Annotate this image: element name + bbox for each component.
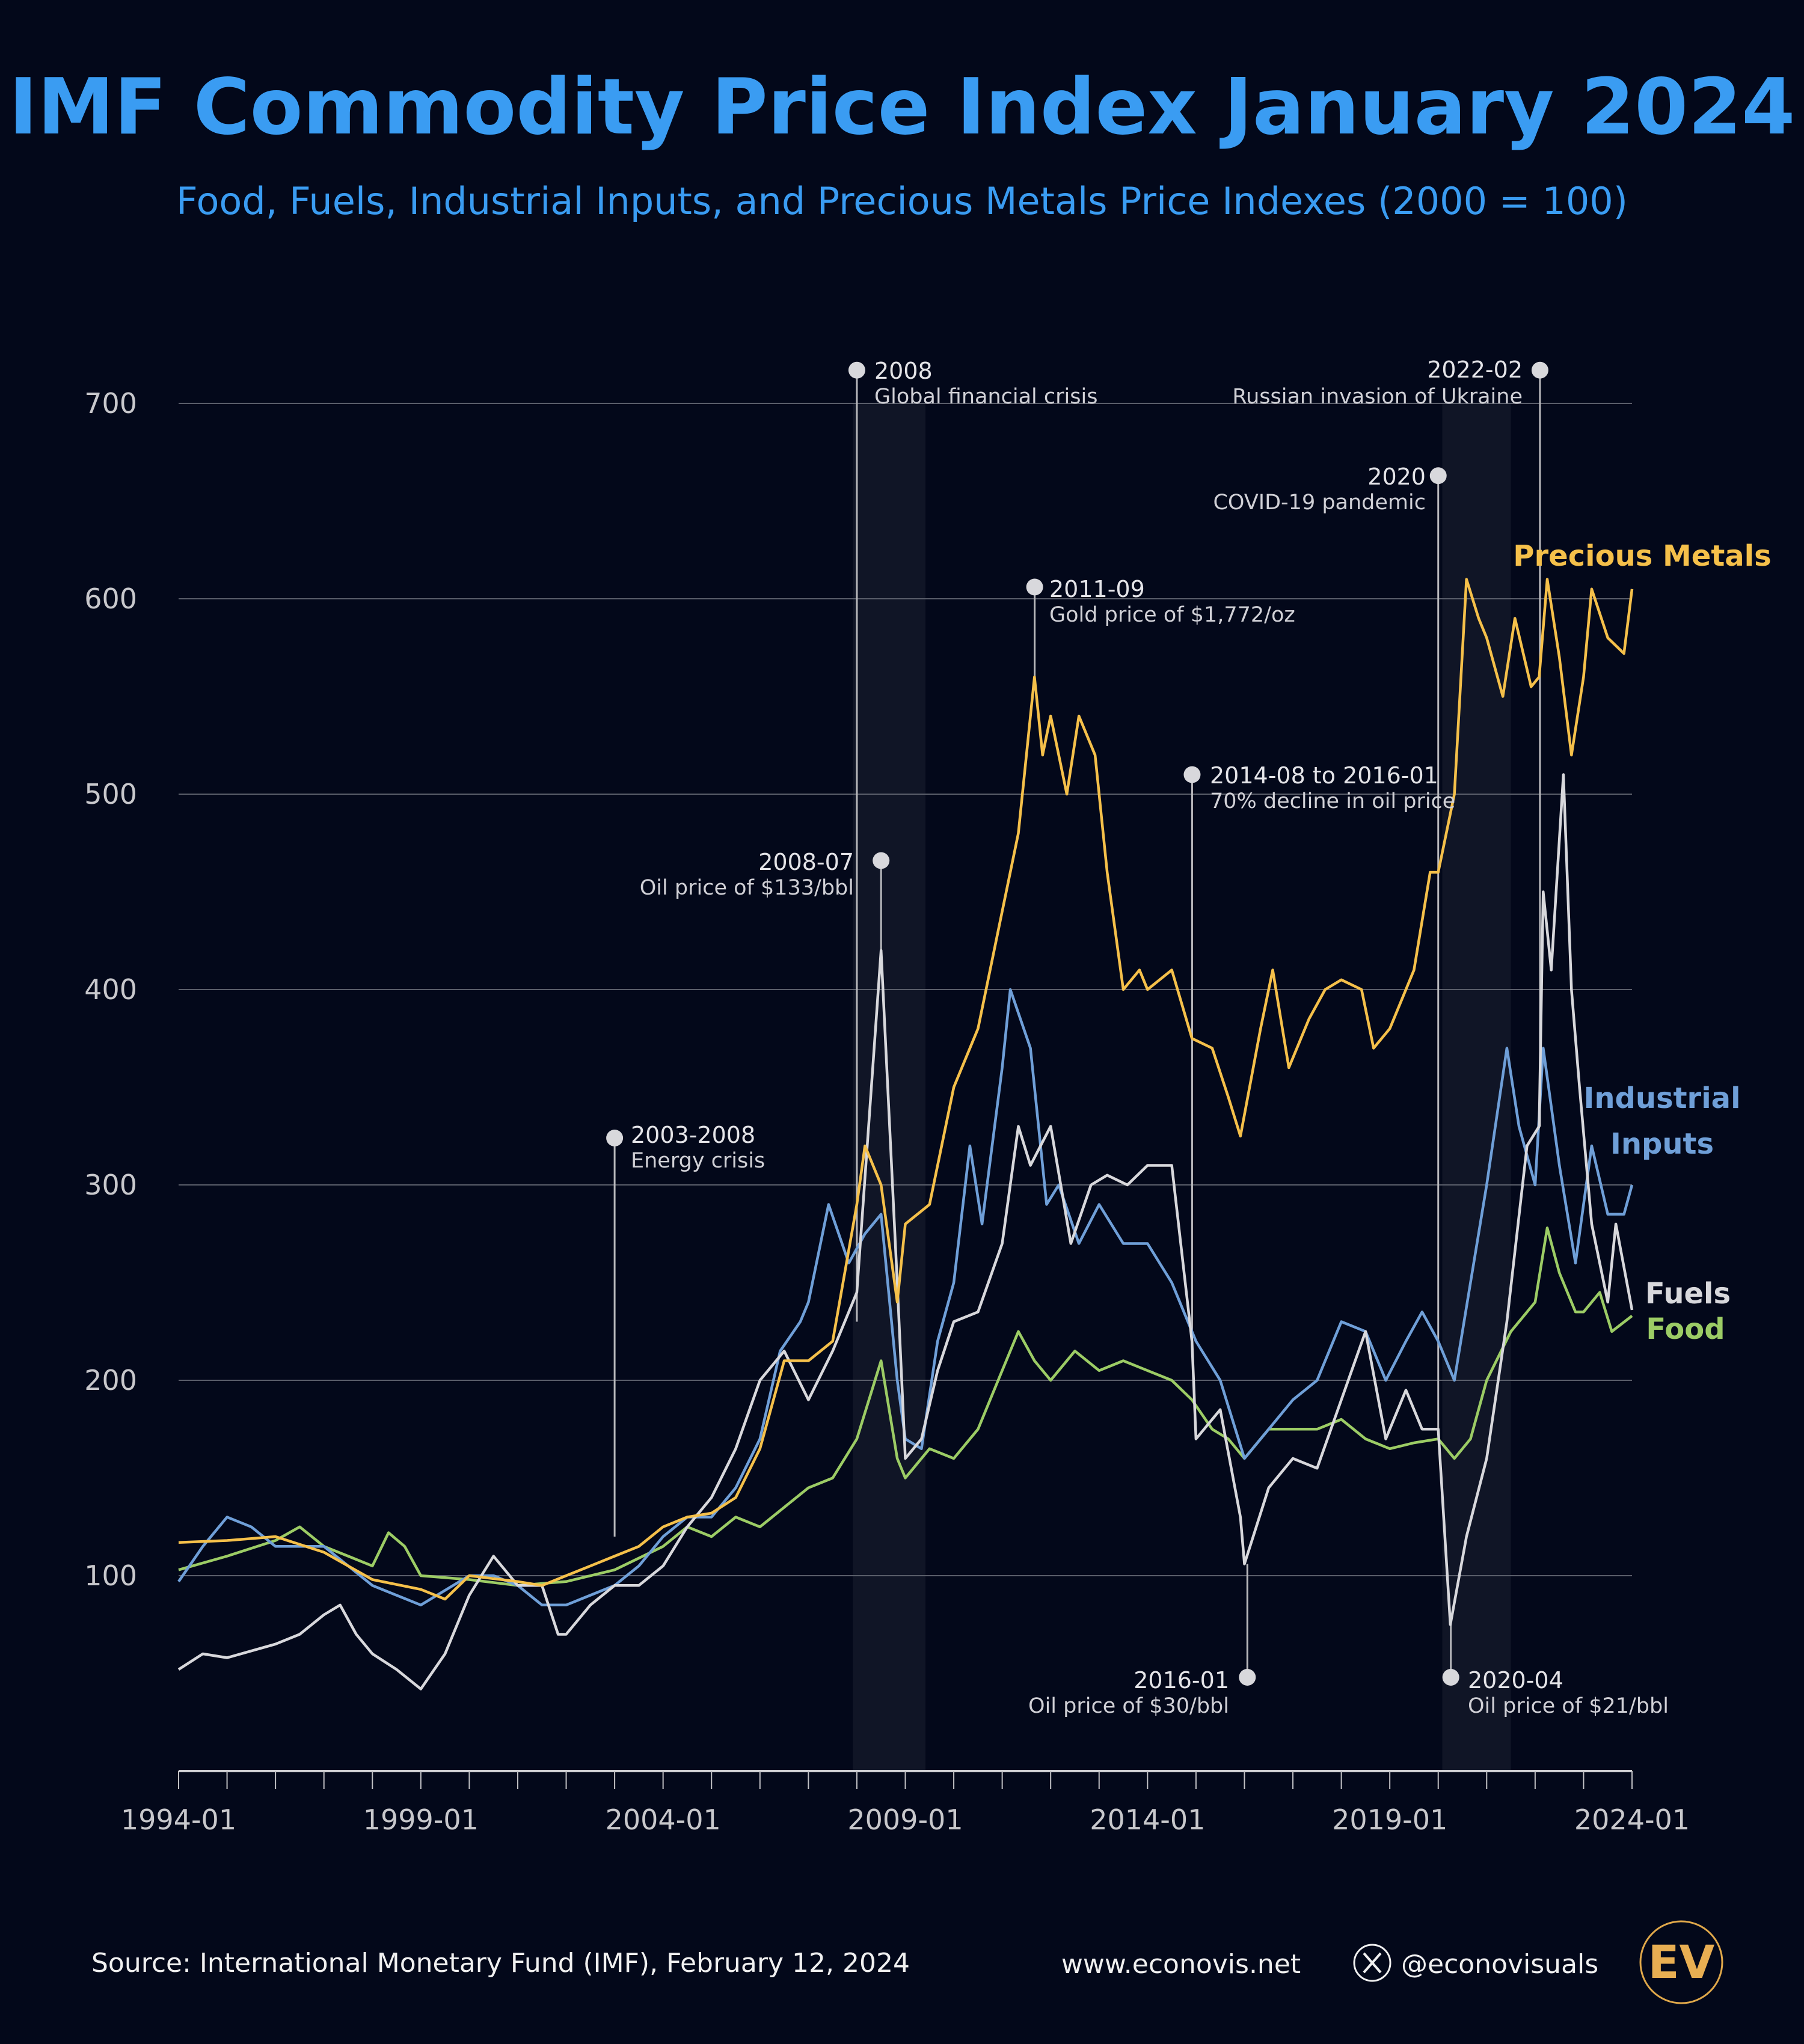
series-line-fuels bbox=[177, 773, 1634, 1691]
x-tick-label: 2004-01 bbox=[606, 1804, 721, 1836]
series-label-fuels: Fuels bbox=[1645, 1277, 1731, 1311]
page-subtitle: Food, Fuels, Industrial Inputs, and Prec… bbox=[176, 179, 1628, 223]
annotation-dot bbox=[873, 852, 890, 869]
annotation-text: Gold price of $1,772/oz bbox=[1049, 603, 1295, 627]
series-label-precious-metals: Precious Metals bbox=[1513, 539, 1771, 573]
annotation-text: COVID-19 pandemic bbox=[1213, 491, 1426, 515]
annotation-dot bbox=[848, 361, 865, 379]
econovis-logo: EV bbox=[1639, 1920, 1723, 2004]
annotation-financial-crisis: 2008 Global financial crisis bbox=[874, 358, 1097, 409]
annotation-covid: 2020 COVID-19 pandemic bbox=[1213, 464, 1426, 515]
shaded-period bbox=[853, 403, 926, 1771]
annotation-dot bbox=[1531, 361, 1548, 379]
series-label-line: Industrial bbox=[1583, 1082, 1740, 1115]
y-tick-label: 500 bbox=[84, 778, 137, 810]
series-line-industrial-inputs bbox=[177, 988, 1634, 1607]
y-tick-label: 300 bbox=[84, 1169, 137, 1201]
shaded-period bbox=[1442, 403, 1511, 1771]
annotation-text: Oil price of $30/bbl bbox=[1028, 1694, 1229, 1718]
annotation-dot bbox=[1442, 1669, 1459, 1686]
y-tick-label: 600 bbox=[84, 583, 137, 615]
annotation-date: 2020 bbox=[1367, 464, 1426, 490]
annotation-date: 2016-01 bbox=[1134, 1667, 1229, 1694]
website-link[interactable]: www.econovis.net bbox=[1061, 1949, 1301, 1980]
annotation-date: 2008-07 bbox=[758, 849, 854, 875]
annotation-date: 2003-2008 bbox=[631, 1122, 755, 1148]
annotation-oil-low-2020: 2020-04 Oil price of $21/bbl bbox=[1468, 1667, 1669, 1718]
annotation-gold-peak: 2011-09 Gold price of $1,772/oz bbox=[1049, 576, 1295, 627]
y-tick-label: 400 bbox=[84, 973, 137, 1006]
x-tick-label: 2014-01 bbox=[1090, 1804, 1205, 1836]
annotation-text: 70% decline in oil price bbox=[1210, 789, 1455, 813]
series-label-line: Inputs bbox=[1610, 1127, 1714, 1161]
annotation-dot bbox=[1429, 467, 1447, 485]
annotation-dot bbox=[1026, 578, 1043, 596]
annotation-oil-low-2016: 2016-01 Oil price of $30/bbl bbox=[1028, 1667, 1229, 1718]
annotation-dot bbox=[1239, 1669, 1256, 1686]
x-tick-label: 1999-01 bbox=[363, 1804, 479, 1836]
x-tick-label: 2024-01 bbox=[1574, 1804, 1690, 1836]
source-text: Source: International Monetary Fund (IMF… bbox=[91, 1948, 910, 1978]
annotation-dot bbox=[1183, 766, 1201, 783]
annotation-text: Russian invasion of Ukraine bbox=[1232, 385, 1523, 409]
gridlines bbox=[179, 403, 1632, 1576]
y-tick-label: 700 bbox=[84, 387, 137, 420]
y-tick-label: 100 bbox=[84, 1559, 137, 1592]
annotation-text: Energy crisis bbox=[631, 1149, 765, 1173]
x-axis: 1994-01 1999-01 2004-01 2009-01 2014-01 2019-… bbox=[121, 1770, 1690, 1836]
annotation-date: 2011-09 bbox=[1049, 576, 1145, 602]
annotation-date: 2022-02 bbox=[1427, 356, 1523, 383]
annotation-oil-decline: 2014-08 to 2016-01 70% decline in oil pr… bbox=[1210, 762, 1455, 813]
annotation-oil-peak-2008: 2008-07 Oil price of $133/bbl bbox=[640, 849, 854, 900]
page-title: IMF Commodity Price Index January 2024 bbox=[9, 63, 1796, 152]
shaded-periods bbox=[853, 403, 1511, 1771]
annotation-date: 2014-08 to 2016-01 bbox=[1210, 762, 1438, 789]
x-tick-label: 2019-01 bbox=[1332, 1804, 1447, 1836]
social-handle[interactable]: @econovisuals bbox=[1401, 1949, 1598, 1980]
series-label-industrial-inputs: Industrial Inputs bbox=[1583, 1082, 1740, 1161]
x-tick-label: 2009-01 bbox=[847, 1804, 963, 1836]
y-axis-ticks: 100 200 300 400 500 600 700 bbox=[84, 387, 137, 1592]
annotation-energy-crisis: 2003-2008 Energy crisis bbox=[631, 1122, 765, 1173]
logo-text: EV bbox=[1648, 1935, 1715, 1989]
annotation-date: 2020-04 bbox=[1468, 1667, 1563, 1694]
annotation-text: Oil price of $133/bbl bbox=[640, 876, 854, 900]
x-tick-label: 1994-01 bbox=[121, 1804, 236, 1836]
series-line-precious-metals bbox=[178, 578, 1634, 1601]
annotation-lines bbox=[606, 361, 1548, 1686]
annotation-text: Global financial crisis bbox=[874, 385, 1097, 409]
y-tick-label: 200 bbox=[84, 1364, 137, 1397]
series-label-food: Food bbox=[1646, 1312, 1725, 1346]
x-logo-icon[interactable] bbox=[1353, 1944, 1391, 1982]
annotation-text: Oil price of $21/bbl bbox=[1468, 1694, 1669, 1718]
annotation-date: 2008 bbox=[874, 358, 933, 384]
annotation-dot bbox=[606, 1130, 624, 1146]
annotation-ukraine: 2022-02 Russian invasion of Ukraine bbox=[1232, 356, 1523, 409]
series-lines bbox=[177, 578, 1634, 1691]
